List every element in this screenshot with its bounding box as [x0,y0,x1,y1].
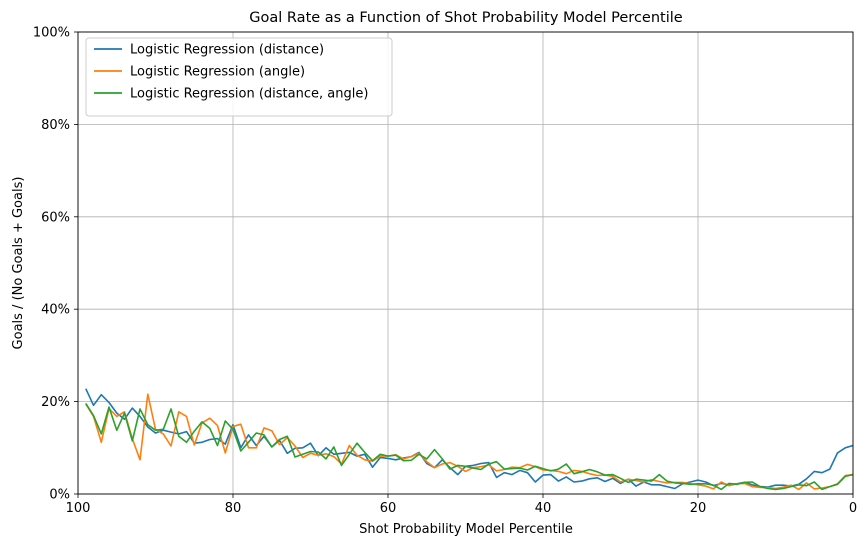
x-tick-label: 60 [380,501,397,516]
legend-label-2: Logistic Regression (angle) [130,65,305,80]
x-tick-label: 20 [690,501,707,516]
legend-box [85,37,393,117]
x-tick-label: 0 [849,501,857,516]
series-line-2 [85,393,854,491]
legend-label-3: Logistic Regression (distance, angle) [130,87,368,102]
legend-label-1: Logistic Regression (distance) [130,43,324,58]
y-tick-label: 100% [33,26,70,41]
y-tick-label: 60% [41,210,70,225]
tick-layer: 100 80 60 40 20 0 0% 20% 40% 60% 80% 100% [33,26,857,517]
y-tick-label: 80% [41,118,70,133]
y-tick-label: 20% [41,395,70,410]
plot-frame [77,31,854,495]
y-tick-label: 0% [49,488,70,503]
chart-title: Goal Rate as a Function of Shot Probabil… [249,10,682,26]
x-axis-label: Shot Probability Model Percentile [359,522,573,537]
y-axis-label: Goals / (No Goals + Goals) [11,177,26,350]
x-tick-label: 40 [535,501,552,516]
x-tick-label: 100 [66,501,91,516]
series-line-3 [85,402,854,491]
y-tick-label: 40% [41,303,70,318]
x-tick-label: 80 [225,501,242,516]
series-layer [85,388,854,491]
legend: Logistic Regression (distance) Logistic R… [85,37,393,117]
